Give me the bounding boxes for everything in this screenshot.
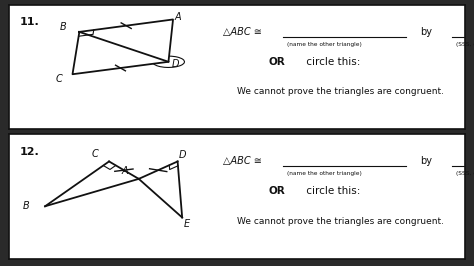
Text: We cannot prove the triangles are congruent.: We cannot prove the triangles are congru… <box>237 217 444 226</box>
Text: 11.: 11. <box>20 17 40 27</box>
Text: We cannot prove the triangles are congruent.: We cannot prove the triangles are congru… <box>237 87 444 96</box>
Text: A: A <box>122 167 128 176</box>
Text: by: by <box>420 156 432 167</box>
Text: B: B <box>22 201 29 211</box>
Text: B: B <box>60 22 67 32</box>
Text: (name the other triangle): (name the other triangle) <box>287 41 362 47</box>
Text: OR: OR <box>269 57 286 67</box>
Text: OR: OR <box>269 186 286 196</box>
Text: (SSS, etc.): (SSS, etc.) <box>456 171 474 176</box>
Text: D: D <box>172 59 179 69</box>
Text: E: E <box>183 219 190 229</box>
Text: D: D <box>178 150 186 160</box>
Text: A: A <box>174 12 181 22</box>
Text: △ABC ≅: △ABC ≅ <box>223 27 262 37</box>
Text: (name the other triangle): (name the other triangle) <box>287 171 362 176</box>
Text: by: by <box>420 27 432 37</box>
Text: circle this:: circle this: <box>303 57 361 67</box>
Text: (SSS, etc.): (SSS, etc.) <box>456 41 474 47</box>
Text: 12.: 12. <box>20 147 40 156</box>
Text: C: C <box>92 149 99 159</box>
Text: C: C <box>55 74 62 84</box>
Text: △ABC ≅: △ABC ≅ <box>223 156 262 167</box>
Text: circle this:: circle this: <box>303 186 361 196</box>
